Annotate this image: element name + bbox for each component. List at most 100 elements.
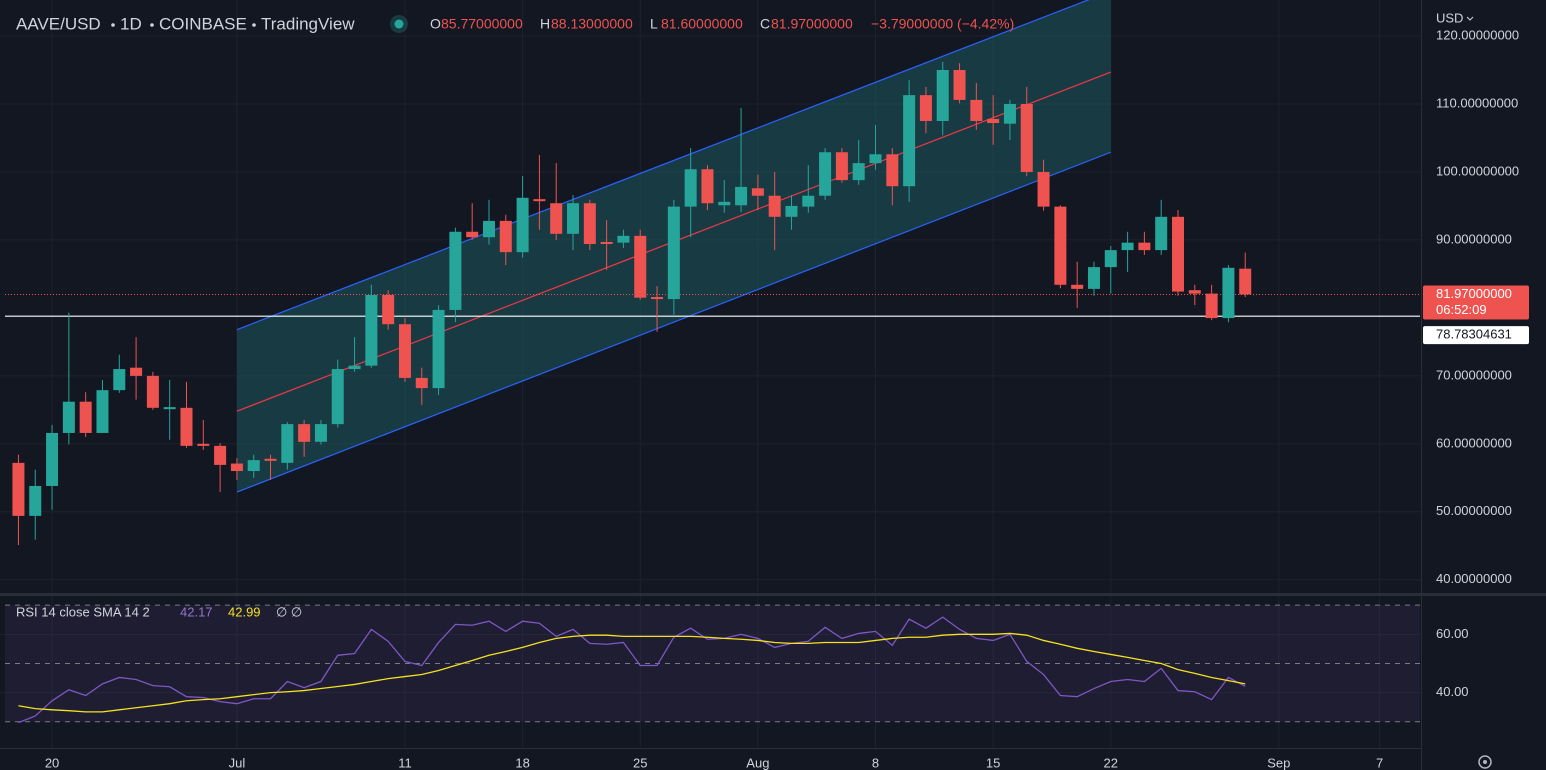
axes: 20 Jul 11 18 25 Aug 8 15 22 Sep 7 40.00000000 50.000… — [45, 27, 1519, 770]
candle-body — [533, 199, 546, 202]
rsi-value: 42.17 — [180, 604, 213, 619]
candle-body — [79, 401, 92, 433]
x-tick-label: Sep — [1267, 755, 1290, 770]
last-price-label: 81.97000000 — [1436, 286, 1512, 301]
candle-body — [953, 70, 966, 100]
candle-body — [634, 235, 647, 298]
candle-body — [970, 99, 983, 121]
x-tick-label: 11 — [398, 755, 412, 770]
hline-box — [1423, 326, 1529, 345]
candle-body — [1054, 206, 1067, 285]
x-tick-label: 15 — [986, 755, 1000, 770]
candle-body — [62, 401, 75, 433]
ohlc-value: 81.60000000 — [661, 16, 743, 32]
ohlc-value: 88.13000000 — [551, 16, 633, 32]
settings-icon[interactable] — [1478, 755, 1492, 769]
ohlc-key: C — [760, 16, 770, 32]
channel-upper — [236, 0, 1090, 331]
candle-body — [230, 463, 243, 472]
candle-body — [281, 424, 294, 463]
x-tick-label: 22 — [1104, 755, 1118, 770]
candle-body — [1121, 242, 1134, 251]
separator-dot — [252, 23, 256, 27]
candle-body — [1188, 290, 1201, 294]
status-dot — [394, 19, 404, 29]
y-tick-label: 70.00000000 — [1436, 367, 1512, 382]
x-tick-label: 25 — [633, 755, 647, 770]
countdown: 06:52:09 — [1436, 302, 1487, 317]
candle-body — [331, 369, 344, 425]
candle-body — [516, 197, 529, 253]
source: TradingView — [261, 14, 355, 33]
candle-body — [987, 118, 1000, 124]
ohlc-key: H — [540, 16, 550, 32]
candle-body — [667, 206, 680, 300]
candle-body — [130, 367, 143, 376]
x-tick-label: 7 — [1376, 755, 1383, 770]
candle-body — [903, 95, 916, 187]
y-tick-label: 100.00000000 — [1436, 163, 1519, 178]
last-price-box — [1423, 285, 1529, 320]
rsi-extra: ∅ ∅ — [276, 604, 302, 619]
candle-body — [583, 203, 596, 245]
candle-body — [600, 241, 613, 245]
candle-body — [499, 220, 512, 253]
candle-body — [751, 188, 764, 196]
x-tick-label: 8 — [872, 755, 879, 770]
candle-body — [735, 186, 748, 206]
candle-body — [146, 375, 159, 408]
candle-body — [1205, 293, 1218, 319]
candle-body — [348, 365, 361, 370]
candle-body — [550, 203, 563, 234]
candle-body — [398, 324, 411, 378]
candle-body — [197, 443, 210, 446]
candle-body — [802, 195, 815, 207]
sma-value: 42.99 — [228, 604, 261, 619]
candle-body — [365, 294, 378, 366]
ohlc-value: 81.97000000 — [771, 16, 853, 32]
legend: AAVE/USD 1D COINBASE TradingView −3.7900… — [16, 14, 1014, 33]
ohlc-key: O — [430, 16, 441, 32]
currency-caret[interactable] — [1466, 16, 1474, 21]
candle-body — [684, 169, 697, 207]
candle-body — [432, 309, 445, 389]
rsi-pane — [5, 604, 1420, 724]
candle-body — [382, 294, 395, 325]
candle-body — [1155, 216, 1168, 251]
candle-body — [1071, 284, 1084, 289]
candle-body — [1003, 103, 1016, 124]
currency[interactable]: USD — [1436, 10, 1463, 25]
change: −3.79000000 (−4.42%) — [871, 16, 1014, 32]
candle-body — [1138, 242, 1151, 251]
candle-body — [567, 203, 580, 234]
y-tick-label: 50.00000000 — [1436, 503, 1512, 518]
x-tick-label: 20 — [45, 755, 59, 770]
candle-body — [936, 70, 949, 121]
candle-body — [701, 169, 714, 204]
x-tick-label: Aug — [746, 755, 769, 770]
candle-body — [886, 154, 899, 187]
rsi-tick-label: 60.00 — [1436, 626, 1469, 641]
candle-body — [214, 445, 227, 465]
candle-body — [651, 297, 664, 300]
interval: 1D — [120, 14, 142, 33]
candle-body — [96, 390, 109, 433]
price-pane — [5, 0, 1420, 546]
candle-body — [1104, 250, 1117, 268]
candle-body — [768, 195, 781, 217]
candle-body — [12, 462, 25, 516]
ohlc-key: L — [650, 16, 658, 32]
candle-body — [29, 485, 42, 516]
symbol: AAVE/USD — [16, 14, 101, 33]
y-tick-label: 120.00000000 — [1436, 27, 1519, 42]
candle-body — [180, 407, 193, 446]
y-tick-label: 60.00000000 — [1436, 435, 1512, 450]
candle-body — [1037, 171, 1050, 207]
rsi-line — [18, 632, 1246, 713]
candle-body — [835, 152, 848, 181]
candle-body — [1239, 268, 1252, 295]
candle-body — [466, 231, 479, 238]
candle-body — [415, 377, 428, 389]
separator-dot — [111, 23, 115, 27]
